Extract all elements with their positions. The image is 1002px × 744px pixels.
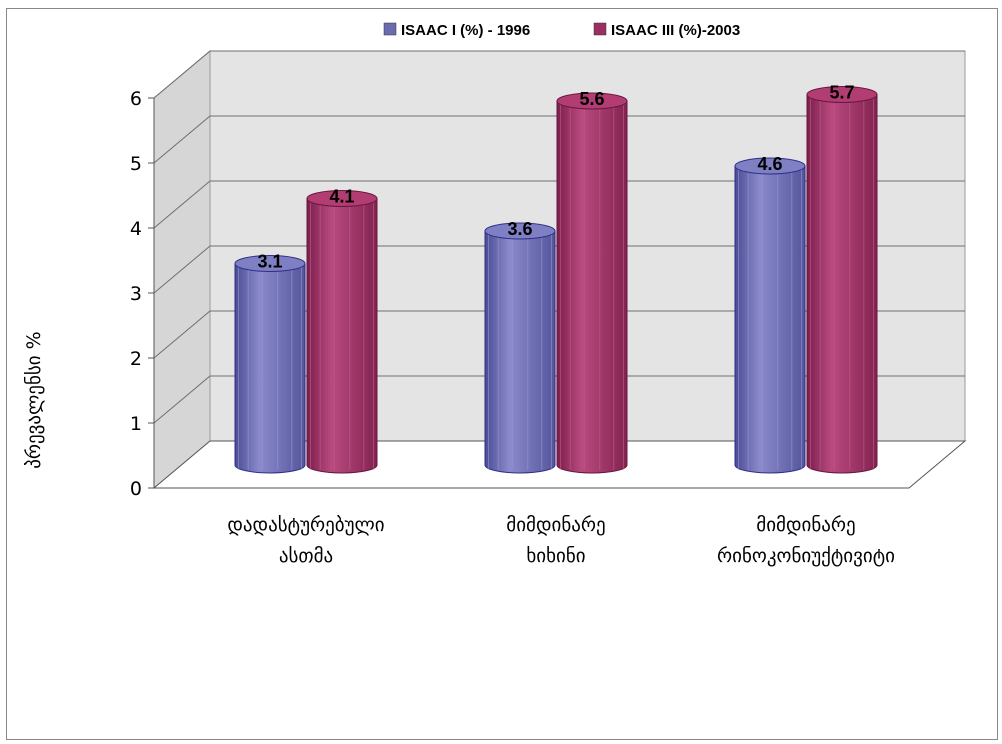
legend: ISAAC I (%) - 1996 ISAAC III (%)-2003 — [383, 22, 740, 39]
bar-1-1: 5.6 — [556, 89, 628, 474]
category-label: დადასტურებული ასთმა — [227, 514, 384, 567]
bar-top — [234, 255, 306, 272]
data-label: 4.6 — [757, 154, 782, 174]
y-tick-label: 5 — [130, 153, 142, 175]
bar-0-2: 4.6 — [734, 154, 806, 474]
legend-item: ISAAC III (%)-2003 — [593, 22, 740, 39]
y-tick-label: 6 — [130, 88, 142, 110]
data-label: 5.6 — [579, 89, 604, 109]
bar-body — [484, 230, 556, 474]
bar-body — [806, 94, 878, 474]
legend-item: ISAAC I (%) - 1996 — [383, 22, 530, 39]
bar-top — [556, 92, 628, 110]
bar-top — [806, 86, 878, 103]
bar-body — [234, 263, 306, 474]
category-label-line: მიმდინარე — [506, 514, 605, 536]
bar-top — [484, 222, 556, 240]
chart-frame — [6, 8, 998, 740]
bar-0-0: 3.1 — [234, 252, 306, 474]
bar-body — [734, 165, 806, 474]
legend-label: ISAAC I (%) - 1996 — [401, 22, 530, 39]
bar-top — [734, 157, 806, 175]
bar-1-2: 5.7 — [806, 83, 878, 474]
bars: 3.1 4.1 3.6 5.6 4.6 5.7 — [234, 83, 878, 474]
legend-swatch — [593, 22, 607, 36]
category-label: მიმდინარე ხიხინი — [506, 514, 605, 567]
y-tick-label: 1 — [130, 413, 142, 435]
y-tick-label: 4 — [130, 218, 142, 240]
bar-1-0: 4.1 — [306, 187, 378, 474]
bar-0-1: 3.6 — [484, 219, 556, 474]
legend-swatch — [383, 22, 397, 36]
data-label: 3.6 — [507, 219, 532, 239]
category-label-line: რინოკონიუქტივიტი — [717, 545, 895, 567]
y-axis-label: პრევალენსი % — [23, 331, 45, 468]
category-label-line: ხიხინი — [526, 545, 585, 567]
category-label: მიმდინარე რინოკონიუქტივიტი — [717, 514, 895, 567]
legend-label: ISAAC III (%)-2003 — [611, 22, 740, 39]
gridline — [153, 115, 965, 164]
data-label: 4.1 — [329, 187, 354, 207]
gridline — [153, 180, 965, 229]
y-tick-label: 0 — [130, 478, 142, 500]
y-tick-label: 2 — [130, 348, 142, 370]
gridline — [153, 245, 965, 294]
y-tick-label: 3 — [130, 283, 142, 305]
gridline — [153, 310, 965, 359]
category-label-line: დადასტურებული — [227, 514, 384, 536]
data-label: 3.1 — [257, 252, 282, 272]
category-label-line: ასთმა — [279, 545, 333, 567]
plot-area: 0 1 2 3 4 5 6 3.1 4.1 3.6 5.6 4.6 5.7 დადასტურებული ას… — [130, 49, 967, 567]
bar-body — [556, 100, 628, 474]
gridline — [153, 50, 965, 99]
bar-body — [306, 198, 378, 474]
gridline — [153, 375, 965, 424]
data-label: 5.7 — [829, 83, 854, 103]
category-label-line: მიმდინარე — [756, 514, 855, 536]
bar-top — [306, 190, 378, 207]
